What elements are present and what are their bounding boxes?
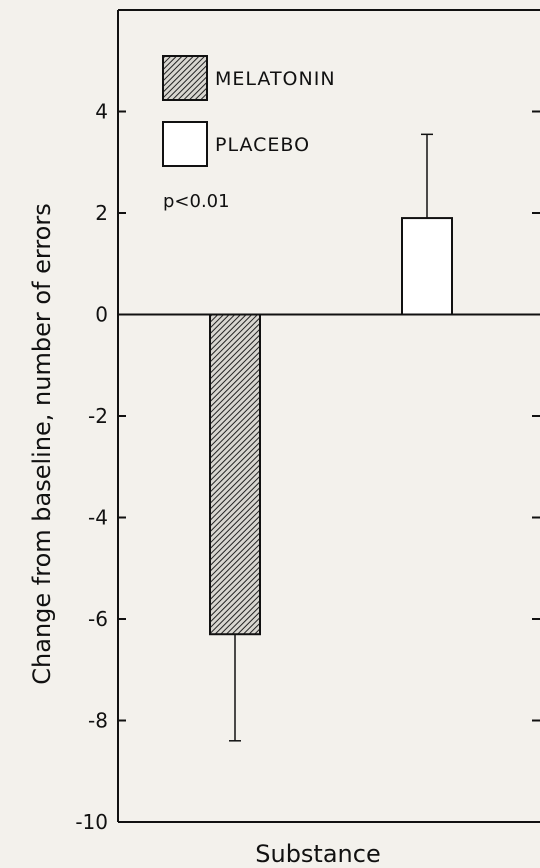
y-tick-label: -2: [88, 404, 108, 428]
y-tick-label: -8: [88, 709, 108, 733]
y-tick-label: -6: [88, 607, 108, 631]
y-tick-label: 4: [95, 100, 108, 124]
y-tick-label: -10: [75, 810, 108, 834]
axes: -10 -8 -6 -4 -2 0 2 4: [75, 9, 540, 834]
legend-swatch-placebo: [162, 121, 208, 167]
bars: [209, 133, 453, 742]
y-axis-label: Change from baseline, number of errors: [28, 203, 56, 684]
legend: MELATONIN PLACEBO: [162, 55, 336, 167]
legend-label-placebo: PLACEBO: [215, 134, 310, 156]
legend-label-melatonin: MELATONIN: [215, 68, 336, 90]
bar-placebo: [401, 217, 453, 316]
p-value-annotation: p<0.01: [163, 191, 230, 212]
legend-swatch-melatonin: [162, 55, 208, 101]
y-tick-label: -4: [88, 506, 108, 530]
x-axis-label: Substance: [255, 840, 380, 868]
y-tick-label: 2: [95, 201, 108, 225]
y-tick-label: 0: [95, 303, 108, 327]
bar-melatonin: [209, 313, 261, 636]
